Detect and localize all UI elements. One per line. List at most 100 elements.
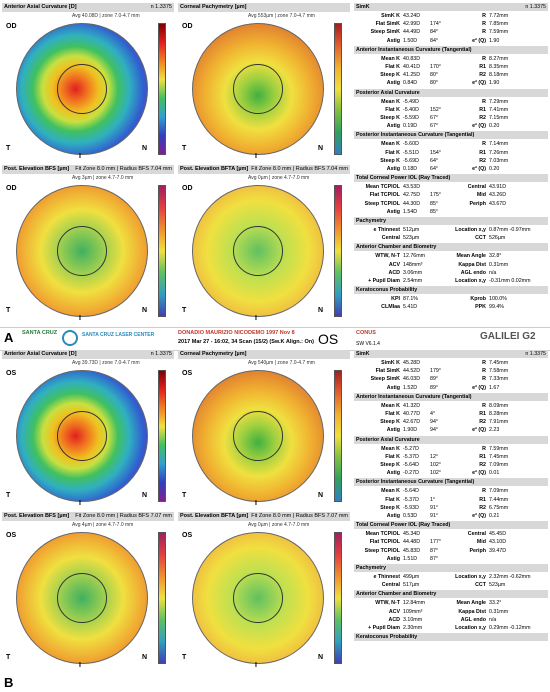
orientation-left: T bbox=[6, 492, 11, 499]
row-label: Steep K bbox=[380, 157, 400, 164]
row-value: 44.48D bbox=[403, 539, 421, 546]
section-header: SimK n 1.3375 bbox=[354, 350, 548, 358]
section-title: Keratoconus Probability bbox=[356, 634, 418, 641]
eye-label: OS bbox=[182, 532, 193, 539]
section-header: Anterior Chamber and Biometry bbox=[354, 590, 548, 599]
section-header: Keratoconus Probability bbox=[354, 633, 548, 642]
section-header: Pachymetry bbox=[354, 564, 548, 572]
orientation-left: T bbox=[6, 145, 11, 152]
row-value-right: 7.33mm bbox=[489, 376, 509, 383]
map-title: Post. Elevation BFS [µm] bbox=[4, 513, 70, 519]
row-value: 499µm bbox=[403, 574, 420, 580]
section-header: SimK n 1.3375 bbox=[354, 3, 548, 11]
row-value: 41.25D bbox=[403, 72, 421, 79]
section-title: SimK bbox=[356, 4, 370, 10]
map-zone bbox=[233, 226, 283, 276]
row-value-right: 2.32mm -0.62mm bbox=[489, 574, 531, 580]
row-value-right: 7.29mm bbox=[489, 98, 509, 105]
row-axis: 87° bbox=[430, 547, 439, 554]
row-label-right: Mid bbox=[476, 192, 486, 199]
row-label-right: R2 bbox=[479, 419, 486, 426]
row-value: 1.51D bbox=[403, 555, 418, 562]
row-label: e Thinnest bbox=[373, 574, 401, 580]
row-value: 40.77D bbox=[403, 411, 421, 417]
map-zone bbox=[233, 411, 283, 461]
section-title: Posterior Instantaneous Curvature (Tange… bbox=[356, 479, 475, 486]
version: SW V6.1.4 bbox=[356, 341, 380, 347]
row-axis: 179° bbox=[430, 368, 441, 375]
row-value: 1.54D bbox=[403, 208, 418, 215]
row-value-right: 43.91D bbox=[489, 184, 507, 191]
map-avg: Avg 0µm | zone 4.7-7.0 mm bbox=[248, 522, 310, 528]
section-title: Posterior Axial Curvature bbox=[356, 89, 420, 96]
row-value: -5.37D bbox=[403, 453, 419, 460]
row-label-right: R2 bbox=[479, 72, 486, 79]
row-label: Astig bbox=[386, 123, 400, 130]
row-label-right: e² (Q) bbox=[472, 513, 486, 519]
row-axis: 12° bbox=[430, 453, 439, 460]
row-axis: 89° bbox=[430, 376, 439, 383]
row-label-right: CCT bbox=[475, 582, 486, 589]
section-title: SimK bbox=[356, 351, 370, 357]
row-label: ACV bbox=[388, 261, 400, 268]
row-label-right: R bbox=[482, 98, 486, 105]
row-value-right: 7.85mm bbox=[489, 21, 509, 28]
footer-band: SANTA CRUZ SANTA CRUZ LASER CENTER DONAD… bbox=[0, 327, 550, 351]
row-value: -5.64D bbox=[403, 488, 419, 495]
row-label-right: R bbox=[482, 376, 486, 383]
row-label: Mean K bbox=[381, 98, 400, 105]
row-value-right: 43.26D bbox=[489, 192, 507, 199]
row-label-right: R bbox=[482, 368, 486, 375]
row-value-right: 33.2° bbox=[489, 600, 502, 607]
row-label-right: Periph bbox=[469, 547, 486, 554]
row-value-right: 7.15mm bbox=[489, 115, 509, 121]
row-value-right: 7.03mm bbox=[489, 157, 509, 164]
section-header: Posterior Instantaneous Curvature (Tange… bbox=[354, 478, 548, 487]
orientation-right: N bbox=[142, 492, 148, 499]
row-label: ACV bbox=[388, 608, 400, 615]
row-value: 2.30mm bbox=[403, 625, 423, 631]
row-value: 43.53D bbox=[403, 184, 421, 191]
row-label-right: R bbox=[482, 29, 486, 36]
row-label: Mean K bbox=[381, 488, 400, 495]
map-title: Post. Elevation BFS [µm] bbox=[4, 166, 70, 172]
section-header: Posterior Axial Curvature bbox=[354, 435, 548, 444]
row-label: Astig bbox=[386, 166, 400, 172]
color-scale bbox=[158, 23, 166, 155]
section-note: n 1.3375 bbox=[525, 351, 546, 357]
row-value: 42.99D bbox=[403, 21, 421, 28]
row-value-right: 0.29mm -0.12mm bbox=[489, 625, 531, 631]
map-header: Post. Elevation BFS [µm] Fit Zone 8.0 mm … bbox=[2, 512, 174, 521]
orientation-bottom: I bbox=[255, 153, 257, 160]
row-label: Flat SimK bbox=[375, 368, 400, 375]
row-axis: 64° bbox=[430, 157, 439, 164]
row-axis: 102° bbox=[430, 462, 441, 468]
row-value: 44.49D bbox=[403, 29, 421, 36]
row-value-right: 7.14mm bbox=[489, 141, 509, 148]
row-label-right: Mid bbox=[476, 539, 486, 546]
row-label: Steep SimK bbox=[370, 376, 400, 383]
row-axis: 177° bbox=[430, 539, 441, 546]
row-axis: 89° bbox=[430, 384, 439, 391]
map-avg: Avg 4µm | zone 4.7-7.0 mm bbox=[72, 522, 134, 528]
section-header: Anterior Chamber and Biometry bbox=[354, 243, 548, 252]
row-value: 2.54mm bbox=[403, 278, 423, 284]
row-value: 46.03D bbox=[403, 376, 421, 383]
map-info: Fit Zone 8.0 mm | Radius BFS 7.07 mm bbox=[251, 513, 348, 519]
map-header: Anterior Axial Curvature [D] n 1.3375 bbox=[2, 3, 174, 12]
eye-label: OD bbox=[6, 23, 17, 30]
row-value: -5.64D bbox=[403, 462, 419, 468]
logo-ring bbox=[62, 330, 78, 346]
row-label: Steep TCPIOL bbox=[364, 547, 400, 554]
row-label: Astig bbox=[386, 555, 400, 562]
row-value: 1.52D bbox=[403, 384, 418, 391]
map-zone bbox=[233, 64, 283, 114]
orientation-left: T bbox=[6, 654, 11, 661]
row-value: 5.41D bbox=[403, 304, 418, 311]
map-title: Corneal Pachymetry [µm] bbox=[180, 351, 247, 357]
row-label-right: R bbox=[482, 360, 486, 366]
orientation-left: T bbox=[182, 654, 187, 661]
section-title: Anterior Chamber and Biometry bbox=[356, 591, 437, 598]
row-label: Central bbox=[381, 235, 400, 242]
row-label: Steep K bbox=[380, 504, 400, 511]
